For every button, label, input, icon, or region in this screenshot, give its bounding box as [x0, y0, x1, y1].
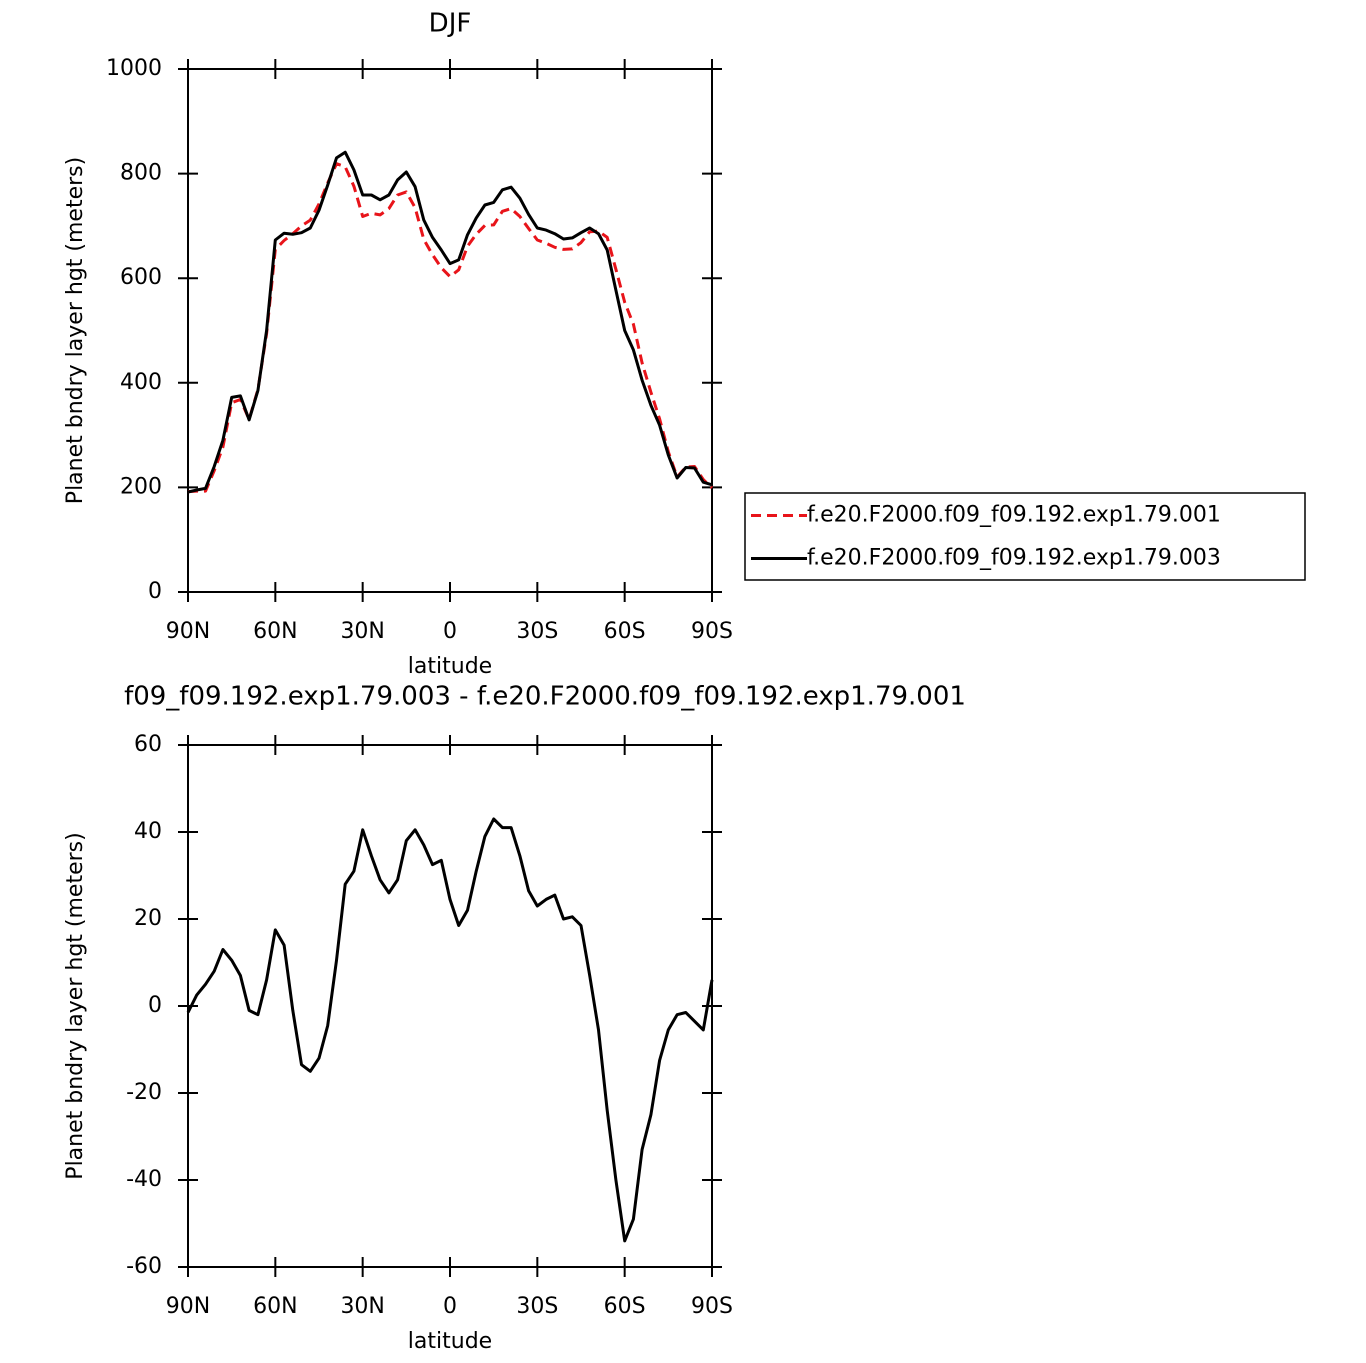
legend-label: f.e20.F2000.f09_f09.192.exp1.79.003: [807, 546, 1221, 571]
plot-frame: [187, 744, 713, 1268]
legend-box: [744, 492, 1306, 581]
x-tick-label: 0: [443, 1294, 457, 1319]
data-line: [187, 150, 713, 494]
y-tick-label: -40: [126, 1167, 162, 1192]
y-tick-label: 600: [120, 265, 162, 290]
y-tick-label: -20: [126, 1080, 162, 1105]
x-axis-label: latitude: [408, 654, 492, 679]
x-tick-label: 90N: [166, 619, 210, 644]
y-tick-label: 0: [148, 993, 162, 1018]
x-tick-label: 90N: [166, 1294, 210, 1319]
x-tick-label: 60N: [253, 1294, 297, 1319]
x-axis-label: latitude: [408, 1329, 492, 1354]
y-tick-label: 60: [134, 732, 162, 757]
data-line: [186, 817, 714, 1243]
x-tick-label: 30S: [516, 1294, 558, 1319]
y-tick-label: 400: [120, 370, 162, 395]
y-tick-label: 0: [148, 579, 162, 604]
x-tick-label: 0: [443, 619, 457, 644]
y-axis-label: Planet bndry layer hgt (meters): [63, 832, 88, 1179]
x-tick-label: 60N: [253, 619, 297, 644]
x-tick-label: 90S: [691, 619, 733, 644]
legend-label: f.e20.F2000.f09_f09.192.exp1.79.001: [807, 503, 1221, 528]
x-tick-label: 30N: [340, 1294, 384, 1319]
y-axis-label: Planet bndry layer hgt (meters): [63, 157, 88, 504]
y-tick-label: 200: [120, 474, 162, 499]
y-tick-label: -60: [126, 1254, 162, 1279]
plot-frame: [187, 68, 713, 593]
x-tick-label: 60S: [604, 1294, 646, 1319]
y-tick-label: 800: [120, 161, 162, 186]
chart-title: f09_f09.192.exp1.79.003 - f.e20.F2000.f0…: [124, 682, 966, 712]
x-tick-label: 60S: [604, 619, 646, 644]
x-tick-label: 30S: [516, 619, 558, 644]
x-tick-label: 30N: [340, 619, 384, 644]
x-tick-label: 90S: [691, 1294, 733, 1319]
y-tick-label: 20: [134, 906, 162, 931]
y-tick-label: 1000: [106, 56, 162, 81]
chart-title: DJF: [429, 9, 472, 39]
y-tick-label: 40: [134, 819, 162, 844]
